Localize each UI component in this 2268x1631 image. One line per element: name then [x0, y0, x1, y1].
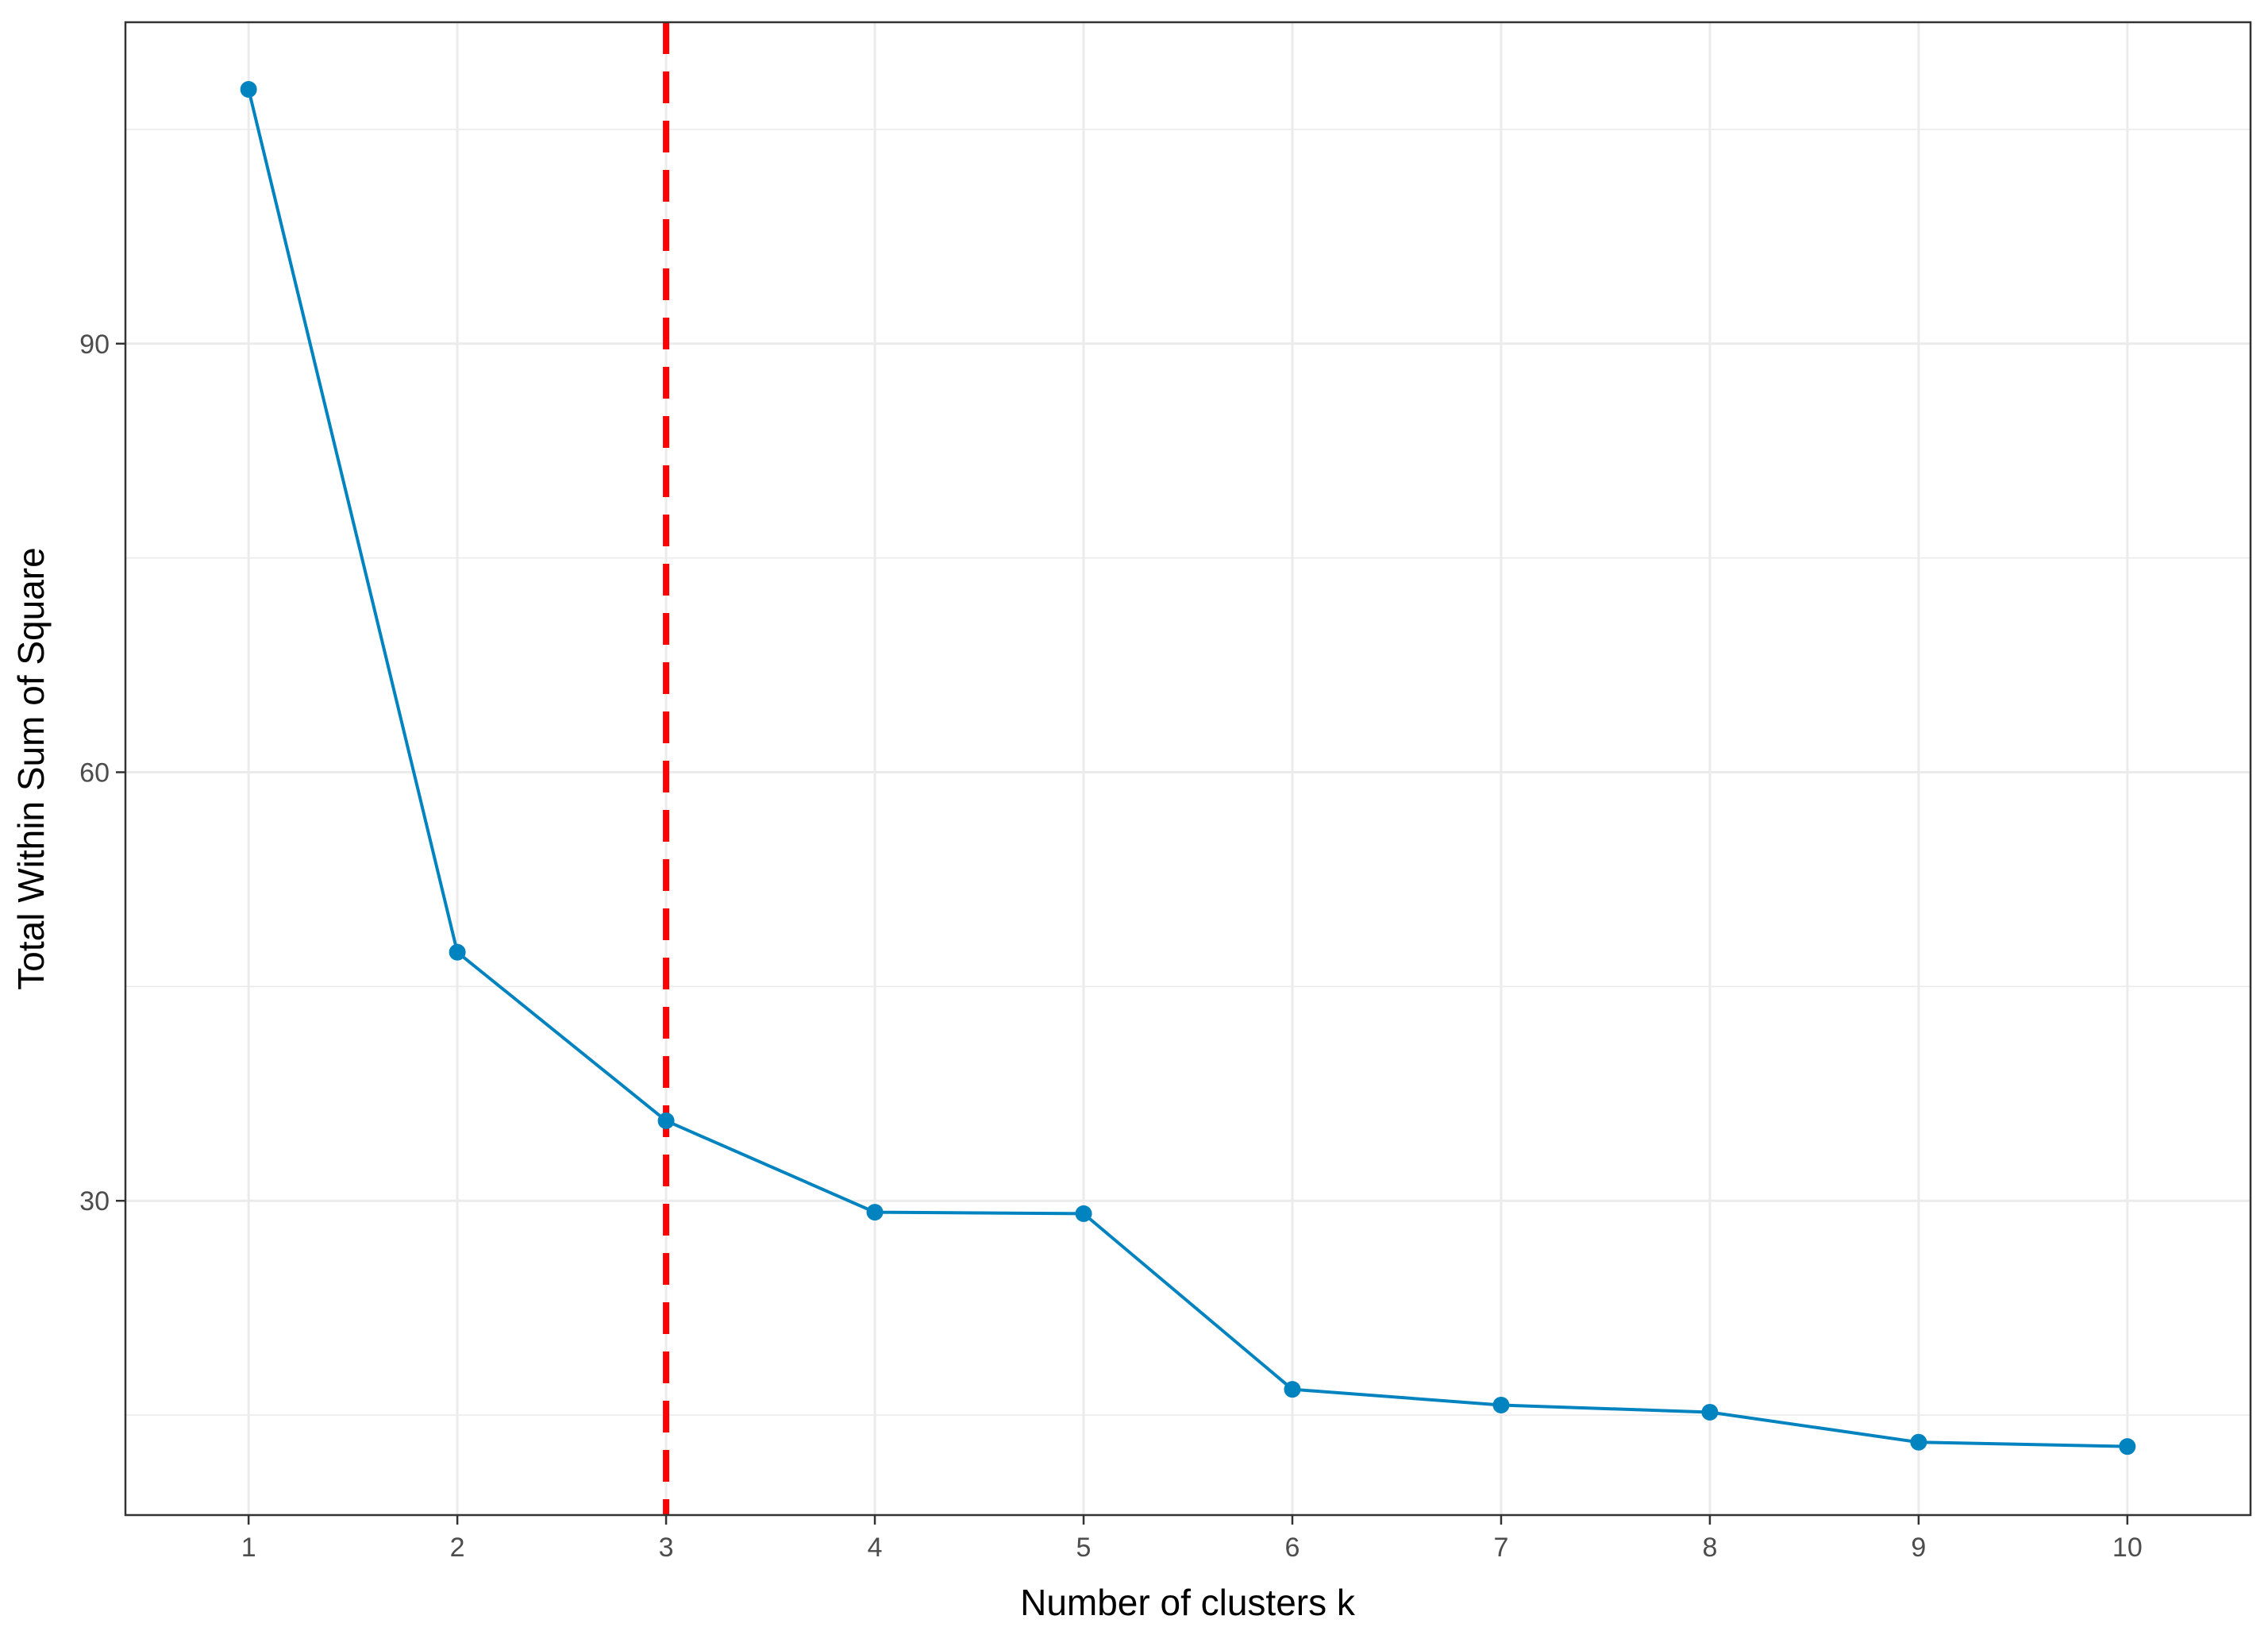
y-tick-label: 60 [79, 758, 110, 788]
x-tick-label: 2 [450, 1533, 465, 1563]
x-tick-label: 1 [241, 1533, 256, 1563]
data-point [1284, 1381, 1301, 1398]
data-point [1910, 1433, 1927, 1451]
x-tick-label: 5 [1076, 1533, 1092, 1563]
x-tick-label: 7 [1493, 1533, 1508, 1563]
data-point [657, 1112, 675, 1129]
x-tick-label: 8 [1702, 1533, 1717, 1563]
panel-border [124, 21, 2252, 1517]
y-tick-label: 30 [79, 1186, 110, 1217]
y-tick-label: 90 [79, 330, 110, 360]
data-point [1701, 1403, 1719, 1421]
y-axis-title: Total Within Sum of Square [10, 547, 52, 989]
data-point [2119, 1438, 2136, 1456]
x-tick-label: 6 [1285, 1533, 1300, 1563]
data-point [449, 943, 466, 961]
series-layer [240, 81, 2136, 1456]
series-line [247, 89, 2127, 1448]
x-tick-label: 9 [1911, 1533, 1926, 1563]
x-tick-label: 3 [659, 1533, 674, 1563]
x-tick-label: 10 [2112, 1533, 2143, 1563]
data-point [866, 1204, 884, 1221]
data-point [240, 81, 257, 98]
grid-layer [125, 22, 2251, 1515]
axis-layer: 1 2 3 4 5 6 7 8 9 10 30 60 90 [79, 330, 2143, 1563]
data-point [1075, 1205, 1092, 1222]
x-tick-label: 4 [868, 1533, 883, 1563]
x-axis-title: Number of clusters k [1020, 1582, 1356, 1623]
data-point [1492, 1396, 1510, 1413]
